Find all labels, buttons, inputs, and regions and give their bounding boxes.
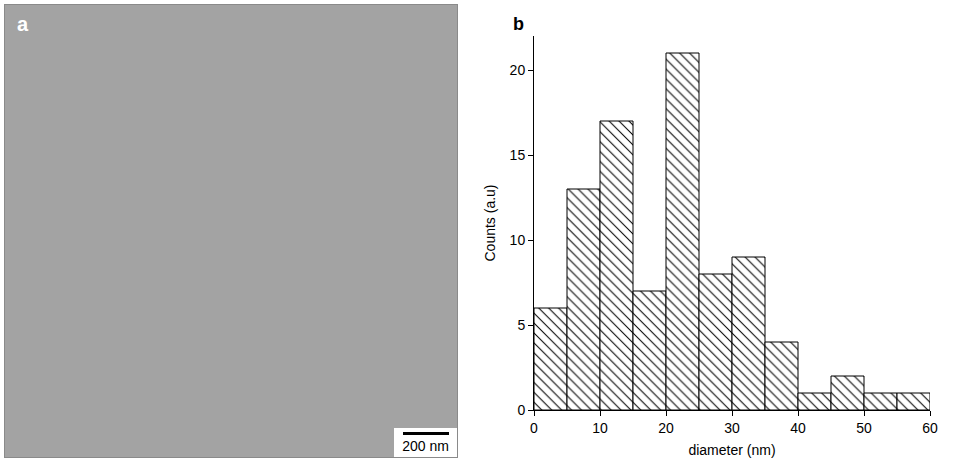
svg-text:60: 60 bbox=[922, 420, 938, 436]
svg-text:40: 40 bbox=[790, 420, 806, 436]
svg-text:0: 0 bbox=[530, 420, 538, 436]
svg-text:20: 20 bbox=[510, 62, 526, 78]
svg-text:15: 15 bbox=[510, 147, 526, 163]
svg-text:20: 20 bbox=[658, 420, 674, 436]
svg-text:5: 5 bbox=[517, 317, 525, 333]
html-text:200 nm: 200 nm bbox=[402, 438, 449, 454]
svg-text:0: 0 bbox=[517, 402, 525, 418]
svg-text:Counts (a.u): Counts (a.u) bbox=[482, 184, 498, 261]
svg-text:diameter (nm): diameter (nm) bbox=[688, 442, 775, 458]
svg-text:50: 50 bbox=[856, 420, 872, 436]
html-text:a: a bbox=[17, 13, 29, 35]
svg-text:10: 10 bbox=[592, 420, 608, 436]
svg-text:30: 30 bbox=[724, 420, 740, 436]
svg-text:10: 10 bbox=[510, 232, 526, 248]
svg-text:b: b bbox=[513, 14, 524, 34]
